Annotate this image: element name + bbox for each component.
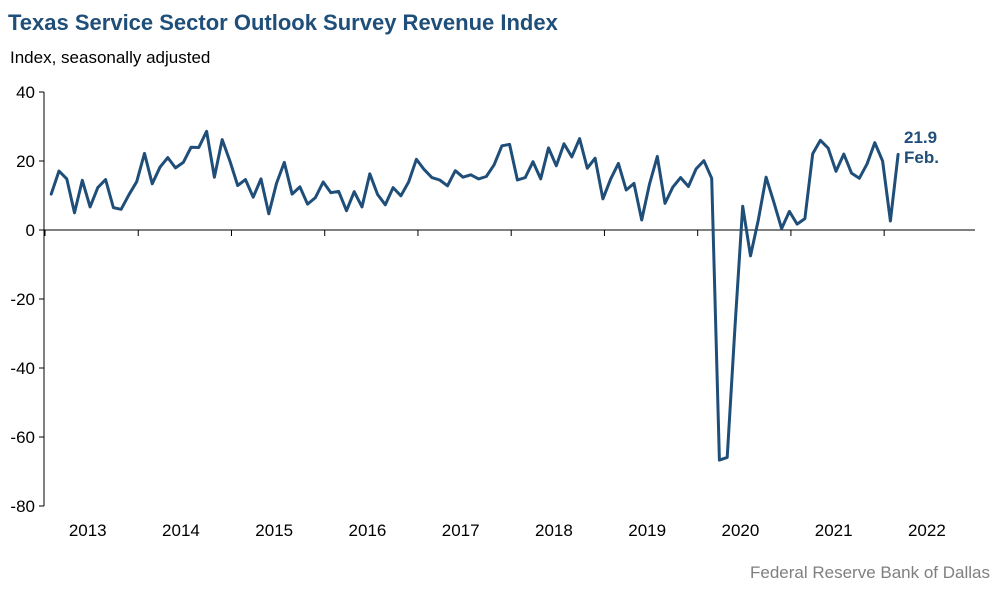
chart-title: Texas Service Sector Outlook Survey Reve… [8,10,558,35]
last-month-label: Feb. [904,148,939,167]
source-label: Federal Reserve Bank of Dallas [749,563,990,582]
x-axis-ticks: 2013 2014 2015 2016 2017 2018 2019 2020 2021 2022 [44,230,946,540]
y-tick-label: -20 [10,290,35,309]
x-tick-label: 2021 [815,521,853,540]
y-tick-label: 0 [26,221,35,240]
y-axis-ticks: 40 20 0 -20 -40 -60 -80 [10,83,44,516]
x-tick-label: 2015 [255,521,293,540]
y-tick-label: 20 [16,152,35,171]
x-tick-label: 2022 [908,521,946,540]
y-tick-label: -40 [10,359,35,378]
x-tick-label: 2020 [722,521,760,540]
axes [43,92,975,506]
x-tick-label: 2013 [69,521,107,540]
x-tick-label: 2017 [442,521,480,540]
x-tick-label: 2014 [162,521,200,540]
y-tick-label: -80 [10,497,35,516]
series-group [49,129,900,462]
x-tick-label: 2019 [628,521,666,540]
y-tick-label: -60 [10,428,35,447]
y-tick-label: 40 [16,83,35,102]
last-value-label: 21.9 [904,128,937,147]
annotation-group: 21.9 Feb. [904,128,939,167]
x-tick-label: 2018 [535,521,573,540]
x-tick-label: 2016 [349,521,387,540]
y-axis-label: Index, seasonally adjusted [10,48,211,67]
series-line-revenue-index [49,129,900,462]
